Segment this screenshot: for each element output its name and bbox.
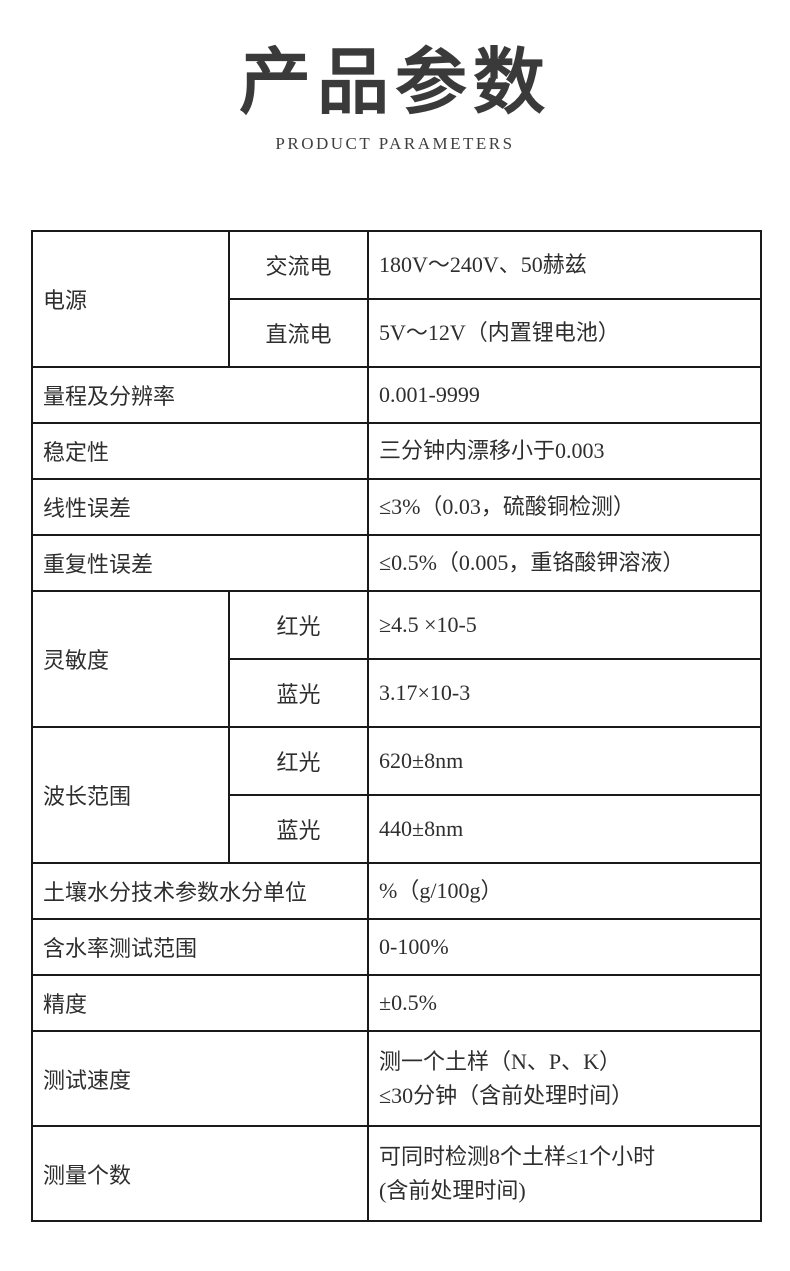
param-value: 5V～12V（内置锂电池） bbox=[367, 298, 762, 369]
param-value: %（g/100g） bbox=[367, 862, 762, 921]
param-sublabel: 红光 bbox=[228, 726, 369, 797]
table-row: 蓝光 440±8nm bbox=[32, 794, 762, 865]
table-row: 波长范围 红光 620±8nm bbox=[31, 726, 762, 865]
param-sublabel: 蓝光 bbox=[228, 658, 369, 729]
param-value: 0.001-9999 bbox=[367, 366, 762, 425]
param-label: 测量个数 bbox=[31, 1125, 369, 1223]
param-label: 灵敏度 bbox=[31, 590, 230, 729]
table-row: 含水率测试范围 0-100% bbox=[31, 918, 762, 977]
table-row: 测量个数 可同时检测8个土样≤1个小时 (含前处理时间) bbox=[31, 1125, 762, 1223]
param-value: ±0.5% bbox=[367, 974, 762, 1033]
section-header: 产品参数 PRODUCT PARAMETERS bbox=[0, 0, 790, 154]
param-label: 波长范围 bbox=[31, 726, 230, 865]
param-value: 可同时检测8个土样≤1个小时 (含前处理时间) bbox=[367, 1125, 762, 1223]
param-label: 重复性误差 bbox=[31, 534, 369, 593]
table-row: 线性误差 ≤3%（0.03，硫酸铜检测） bbox=[31, 478, 762, 537]
param-label: 土壤水分技术参数水分单位 bbox=[31, 862, 369, 921]
table-row: 直流电 5V～12V（内置锂电池） bbox=[32, 298, 762, 369]
param-value: 180V～240V、50赫兹 bbox=[367, 230, 762, 301]
parameters-table-container: 电源 交流电 180V～240V、50赫兹 直流电 5V～12V（内置锂电池） 量程及分辨… bbox=[31, 230, 762, 1223]
table-row: 重复性误差 ≤0.5%（0.005，重铬酸钾溶液） bbox=[31, 534, 762, 593]
page-subtitle: PRODUCT PARAMETERS bbox=[275, 134, 515, 154]
page-title: 产品参数 bbox=[238, 43, 551, 123]
table-row: 测试速度 测一个土样（N、P、K） ≤30分钟（含前处理时间） bbox=[31, 1030, 762, 1128]
param-sublabel: 蓝光 bbox=[228, 794, 369, 865]
table-row: 土壤水分技术参数水分单位 %（g/100g） bbox=[31, 862, 762, 921]
param-sublabel: 红光 bbox=[228, 590, 369, 661]
parameters-table-body: 电源 交流电 180V～240V、50赫兹 直流电 5V～12V（内置锂电池） 量程及分辨… bbox=[31, 230, 762, 1223]
param-sublabel: 直流电 bbox=[228, 298, 369, 369]
param-value: ≤0.5%（0.005，重铬酸钾溶液） bbox=[367, 534, 762, 593]
param-value: 三分钟内漂移小于0.003 bbox=[367, 422, 762, 481]
param-label: 线性误差 bbox=[31, 478, 369, 537]
param-label: 精度 bbox=[31, 974, 369, 1033]
param-label: 测试速度 bbox=[31, 1030, 369, 1128]
parameters-table: 电源 交流电 180V～240V、50赫兹 直流电 5V～12V（内置锂电池） 量程及分辨… bbox=[31, 230, 762, 1223]
param-value: 620±8nm bbox=[367, 726, 762, 797]
table-row: 电源 交流电 180V～240V、50赫兹 bbox=[31, 230, 762, 369]
param-label: 电源 bbox=[31, 230, 230, 369]
param-value: ≤3%（0.03，硫酸铜检测） bbox=[367, 478, 762, 537]
table-row: 蓝光 3.17×10-3 bbox=[32, 658, 762, 729]
param-value: 测一个土样（N、P、K） ≤30分钟（含前处理时间） bbox=[367, 1030, 762, 1128]
table-row: 精度 ±0.5% bbox=[31, 974, 762, 1033]
param-value: ≥4.5 ×10-5 bbox=[367, 590, 762, 661]
table-row: 量程及分辨率 0.001-9999 bbox=[31, 366, 762, 425]
table-row: 灵敏度 红光 ≥4.5 ×10-5 bbox=[31, 590, 762, 729]
param-sublabel: 交流电 bbox=[228, 230, 369, 301]
param-label: 量程及分辨率 bbox=[31, 366, 369, 425]
param-label: 含水率测试范围 bbox=[31, 918, 369, 977]
param-label: 稳定性 bbox=[31, 422, 369, 481]
param-value: 0-100% bbox=[367, 918, 762, 977]
param-value: 3.17×10-3 bbox=[367, 658, 762, 729]
table-row: 稳定性 三分钟内漂移小于0.003 bbox=[31, 422, 762, 481]
param-value: 440±8nm bbox=[367, 794, 762, 865]
